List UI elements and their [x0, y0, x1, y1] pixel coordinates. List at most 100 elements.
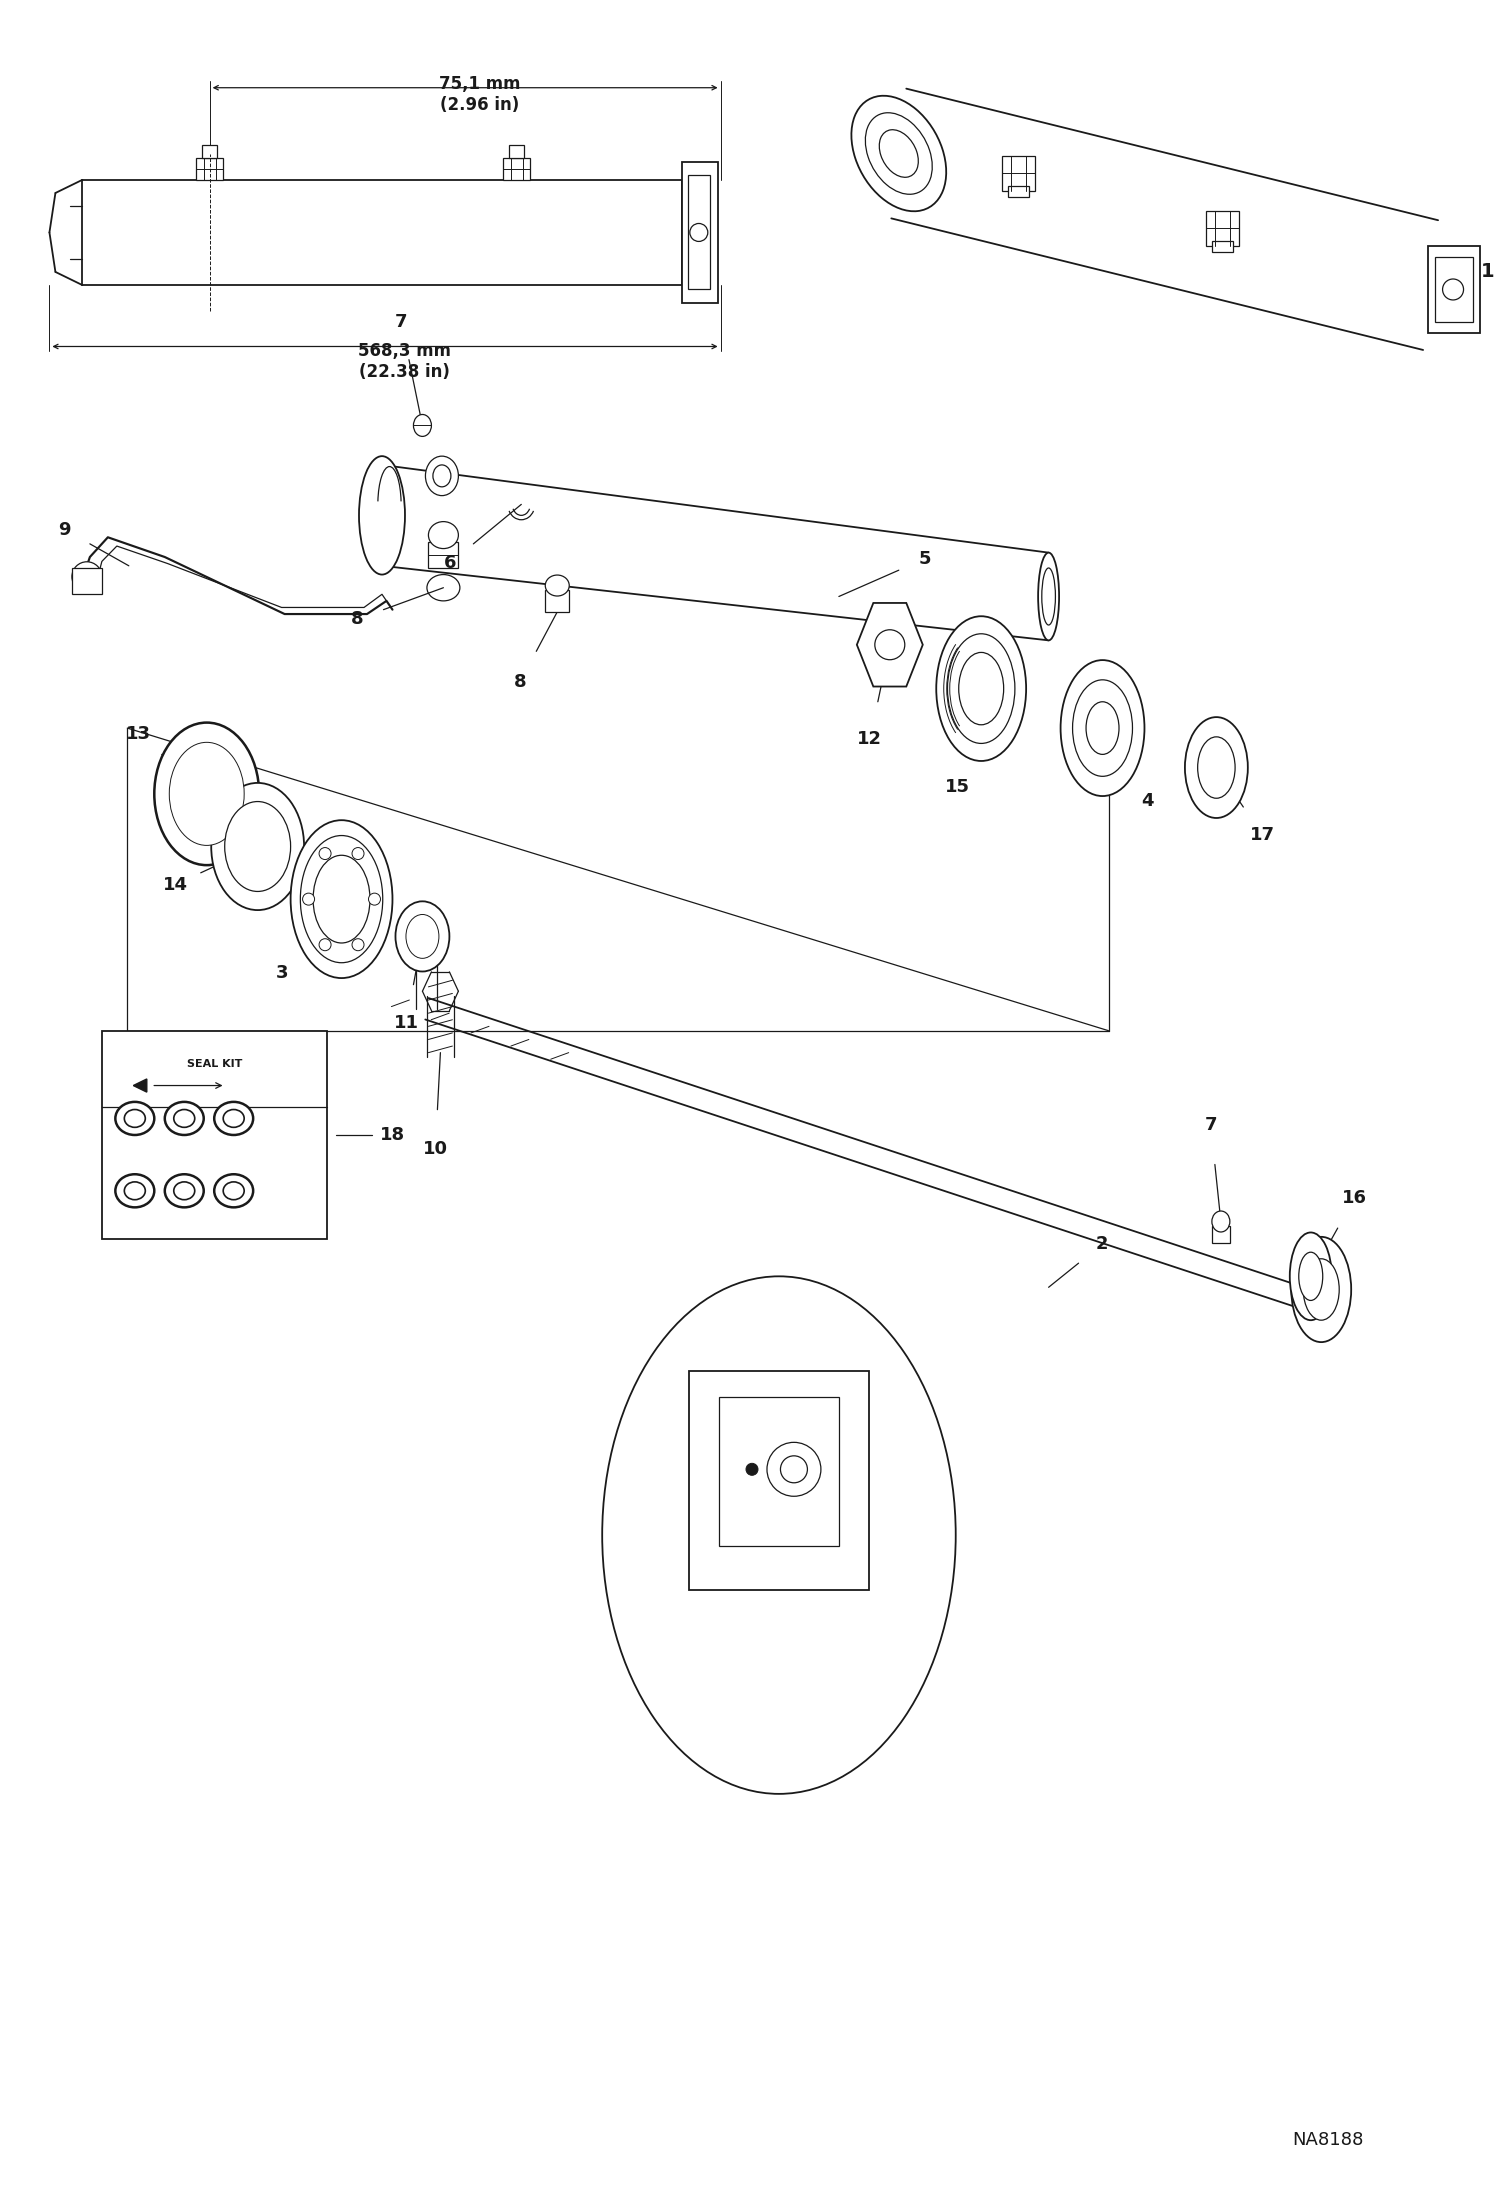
Ellipse shape [165, 1101, 204, 1136]
Ellipse shape [124, 1182, 145, 1200]
Bar [196, 158, 223, 180]
Ellipse shape [352, 846, 364, 860]
Ellipse shape [352, 939, 364, 952]
Bar [719, 1397, 839, 1546]
Text: 5: 5 [918, 550, 930, 568]
Ellipse shape [780, 1456, 807, 1482]
Ellipse shape [1185, 717, 1248, 818]
Text: 12: 12 [857, 730, 882, 748]
Text: 4: 4 [1141, 792, 1153, 809]
Bar [1002, 156, 1035, 191]
Circle shape [602, 1276, 956, 1794]
Ellipse shape [115, 1173, 154, 1208]
Ellipse shape [1303, 1259, 1339, 1320]
Ellipse shape [369, 893, 380, 906]
Ellipse shape [395, 901, 449, 971]
Bar [1428, 246, 1480, 333]
Ellipse shape [154, 724, 259, 866]
Ellipse shape [225, 803, 291, 893]
Bar [428, 542, 458, 568]
Text: 7: 7 [1204, 1116, 1216, 1134]
Ellipse shape [425, 456, 458, 496]
Ellipse shape [211, 783, 304, 910]
Ellipse shape [545, 575, 569, 596]
Bar [503, 158, 530, 180]
Ellipse shape [223, 1182, 244, 1200]
Ellipse shape [959, 651, 1004, 726]
Ellipse shape [124, 1110, 145, 1127]
Ellipse shape [214, 1101, 253, 1136]
Bar [82, 180, 682, 285]
Text: 3: 3 [276, 965, 288, 982]
Polygon shape [133, 1079, 147, 1092]
Ellipse shape [767, 1443, 821, 1496]
Ellipse shape [319, 846, 331, 860]
Ellipse shape [1061, 660, 1144, 796]
Text: 16: 16 [1342, 1189, 1368, 1206]
Bar [509, 145, 524, 158]
Ellipse shape [165, 1173, 204, 1208]
Text: 7: 7 [395, 314, 407, 331]
Text: NA8188: NA8188 [1291, 2132, 1363, 2149]
Bar [1435, 257, 1473, 322]
Text: SEAL KIT: SEAL KIT [187, 1059, 241, 1068]
Text: 9: 9 [58, 520, 70, 539]
Text: 75,1 mm
(2.96 in): 75,1 mm (2.96 in) [439, 75, 520, 114]
Ellipse shape [169, 741, 244, 844]
Ellipse shape [115, 1101, 154, 1136]
Text: 8: 8 [514, 673, 526, 691]
Bar [1206, 211, 1239, 246]
Ellipse shape [866, 112, 932, 195]
Text: 18: 18 [380, 1125, 404, 1145]
Ellipse shape [303, 893, 315, 906]
Ellipse shape [1443, 279, 1464, 300]
Ellipse shape [1212, 1211, 1230, 1232]
Text: 17: 17 [1249, 827, 1275, 844]
Bar [72, 568, 102, 594]
Ellipse shape [875, 629, 905, 660]
Ellipse shape [223, 1110, 244, 1127]
Ellipse shape [851, 96, 947, 211]
Ellipse shape [947, 634, 1016, 743]
Ellipse shape [1291, 1237, 1351, 1342]
Ellipse shape [313, 855, 370, 943]
Text: 15: 15 [945, 779, 969, 796]
Ellipse shape [174, 1182, 195, 1200]
Ellipse shape [879, 129, 918, 178]
Bar [102, 1031, 327, 1239]
Bar [682, 162, 718, 303]
Bar [1008, 186, 1029, 197]
Ellipse shape [1290, 1232, 1332, 1320]
Bar [202, 145, 217, 158]
Ellipse shape [413, 414, 431, 436]
Ellipse shape [360, 456, 404, 575]
Ellipse shape [1073, 680, 1132, 776]
Ellipse shape [291, 820, 392, 978]
Bar [1212, 241, 1233, 252]
Bar [689, 1371, 869, 1590]
Text: 10: 10 [422, 1140, 448, 1158]
Ellipse shape [214, 1173, 253, 1208]
Ellipse shape [1086, 702, 1119, 754]
Text: 568,3 mm
(22.38 in): 568,3 mm (22.38 in) [358, 342, 451, 382]
Ellipse shape [406, 914, 439, 958]
Ellipse shape [689, 224, 709, 241]
Ellipse shape [746, 1463, 758, 1476]
Ellipse shape [319, 939, 331, 952]
Text: 1: 1 [1480, 263, 1495, 281]
Ellipse shape [428, 522, 458, 548]
Ellipse shape [1299, 1252, 1323, 1300]
Text: 11: 11 [394, 1013, 419, 1031]
Ellipse shape [1038, 553, 1059, 640]
Ellipse shape [300, 836, 383, 963]
Text: 13: 13 [126, 726, 151, 743]
Text: 8: 8 [351, 610, 364, 627]
Text: 6: 6 [443, 555, 455, 572]
Ellipse shape [72, 561, 102, 592]
Bar [1212, 1226, 1230, 1243]
Bar [688, 175, 710, 289]
Text: 2: 2 [1097, 1235, 1109, 1252]
Ellipse shape [936, 616, 1026, 761]
Bar [545, 590, 569, 612]
Ellipse shape [174, 1110, 195, 1127]
